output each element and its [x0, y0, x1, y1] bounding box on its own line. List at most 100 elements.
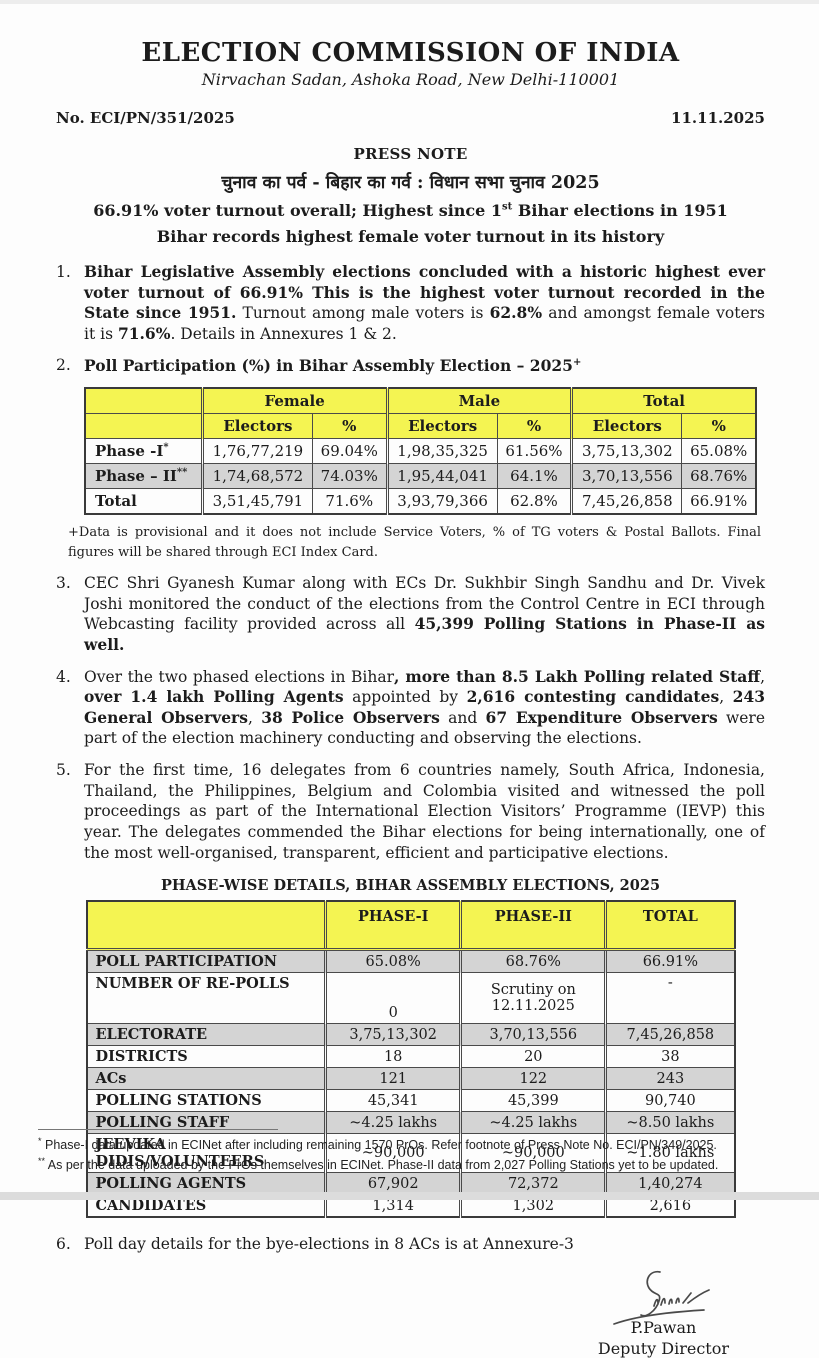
t2-header-total: TOTAL [604, 900, 735, 952]
t1-cell: 66.91% [681, 488, 757, 515]
t1-cell: 7,45,26,858 [570, 488, 683, 515]
t1-header-total: Total [570, 387, 757, 415]
t1-header-female: Female [200, 387, 388, 415]
t2-cell: 65.08% [323, 949, 462, 974]
t2-cell: Scrutiny on 12.11.2025 [459, 972, 607, 1025]
item-1-text: Bihar Legislative Assembly elections con… [84, 262, 766, 343]
t2-corner-cell [86, 900, 326, 952]
t2-cell: 122 [459, 1067, 607, 1091]
headline-female-turnout: Bihar records highest female voter turno… [156, 227, 665, 246]
footnote-1: * Phase-I data updated in ECINet after i… [38, 1136, 717, 1153]
t2-label: POLL PARTICIPATION [86, 949, 326, 974]
t2-cell: ~8.50 lakhs [604, 1111, 735, 1135]
t2-cell: 45,341 [323, 1089, 462, 1113]
table-row: JEEVIKA DIDIS/VOLUNTEERS ~90,000 ~90,000… [86, 1133, 735, 1174]
headline-turnout: 66.91% voter turnout overall; Highest si… [93, 201, 728, 220]
page-bottom-edge [0, 1192, 819, 1200]
signatory-name: P.Pawan [630, 1317, 697, 1337]
reference-row: No. ECI/PN/351/2025 11.11.2025 [56, 109, 765, 127]
t2-cell: 3,70,13,556 [459, 1023, 607, 1047]
t1-cell: 71.6% [312, 488, 388, 515]
t1-row1-label: Phase -I* [84, 438, 203, 465]
table-row: POLLING STATIONS 45,341 45,399 90,740 [86, 1089, 735, 1113]
item-4-text: Over the two phased elections in Bihar, … [84, 666, 766, 748]
t1-subheader-male-electors: Electors [385, 413, 498, 440]
table1-footnote: +Data is provisional and it does not inc… [68, 525, 761, 560]
table-row: DISTRICTS 18 20 38 [86, 1045, 735, 1069]
t1-cell: 3,70,13,556 [570, 463, 683, 490]
t2-cell: 3,75,13,302 [323, 1023, 462, 1047]
footnote-separator [38, 1129, 278, 1131]
t1-cell: 3,75,13,302 [570, 438, 683, 465]
t1-cell: 1,74,68,572 [200, 463, 314, 490]
t2-cell: ~4.25 lakhs [323, 1111, 462, 1135]
t2-cell: 38 [604, 1045, 735, 1069]
t2-cell: 67,902 [323, 1172, 462, 1196]
t1-corner-cell-2 [84, 413, 203, 440]
t1-subheader-female-electors: Electors [200, 413, 314, 440]
item-6-number: 6. [56, 1235, 71, 1254]
t2-label: ELECTORATE [86, 1023, 326, 1047]
poll-participation-table: Female Male Total Electors % Electors % … [84, 387, 757, 516]
item-3: 3. CEC Shri Gyanesh Kumar along with ECs… [56, 573, 765, 655]
t1-subheader-total-electors: Electors [570, 413, 683, 440]
bottom-footnotes: * Phase-I data updated in ECINet after i… [38, 1129, 789, 1174]
item-2-number: 2. [56, 356, 71, 375]
t2-cell: 66.91% [604, 949, 735, 974]
table-row: Phase -I* 1,76,77,219 69.04% 1,98,35,325… [84, 438, 757, 465]
t2-label: NUMBER OF RE-POLLS [86, 972, 326, 1025]
numbered-items: 1. Bihar Legislative Assembly elections … [56, 262, 765, 1255]
phase-table-caption: PHASE-WISE DETAILS, BIHAR ASSEMBLY ELECT… [160, 877, 661, 895]
item-1: 1. Bihar Legislative Assembly elections … [56, 262, 765, 344]
t1-cell: 1,98,35,325 [385, 438, 498, 465]
item-3-text: CEC Shri Gyanesh Kumar along with ECs Dr… [84, 574, 765, 655]
t2-cell: 243 [604, 1067, 735, 1091]
t1-header-male: Male [385, 387, 573, 415]
t2-cell: - [604, 972, 735, 1025]
t1-cell: 1,95,44,041 [385, 463, 498, 490]
table-row: Total 3,51,45,791 71.6% 3,93,79,366 62.8… [84, 488, 757, 515]
t2-cell: 18 [323, 1045, 462, 1069]
press-note-title: PRESS NOTE [353, 145, 468, 163]
t2-label: JEEVIKA DIDIS/VOLUNTEERS [86, 1133, 326, 1174]
reference-number: No. ECI/PN/351/2025 [56, 109, 235, 127]
t1-row2-label: Phase – II** [84, 463, 203, 490]
t2-cell: 1,40,274 [604, 1172, 735, 1196]
t1-cell: 68.76% [681, 463, 757, 490]
t1-cell: 64.1% [496, 463, 573, 490]
t1-cell: 69.04% [312, 438, 388, 465]
t2-label: ACs [86, 1067, 326, 1091]
signatory-title: Deputy Director [597, 1338, 729, 1358]
t1-corner-cell [84, 387, 203, 415]
t1-cell: 62.8% [496, 488, 573, 515]
t2-label: POLLING AGENTS [86, 1172, 326, 1196]
item-6-text: Poll day details for the bye-elections i… [84, 1235, 574, 1254]
table-row: ACs 121 122 243 [86, 1067, 735, 1091]
org-address: Nirvachan Sadan, Ashoka Road, New Delhi-… [201, 70, 620, 89]
item-2-heading: Poll Participation (%) in Bihar Assembly… [84, 355, 582, 375]
t1-subheader-male-pct: % [496, 413, 573, 440]
item-2: 2. Poll Participation (%) in Bihar Assem… [56, 355, 765, 376]
t2-cell: 68.76% [459, 949, 607, 974]
t2-cell: 7,45,26,858 [604, 1023, 735, 1047]
t2-header-phase1: PHASE-I [323, 900, 462, 952]
t1-subheader-total-pct: % [681, 413, 757, 440]
t2-cell: 72,372 [459, 1172, 607, 1196]
t1-cell: 3,93,79,366 [385, 488, 498, 515]
t1-cell: 74.03% [312, 463, 388, 490]
phase-wise-details-table: PHASE-I PHASE-II TOTAL POLL PARTICIPATIO… [85, 900, 736, 1219]
t1-subheader-female-pct: % [312, 413, 388, 440]
item-5: 5. For the first time, 16 delegates from… [56, 760, 765, 863]
t1-cell: 3,51,45,791 [200, 488, 314, 515]
org-title: ELECTION COMMISSION OF INDIA [141, 38, 680, 68]
table-row: POLL PARTICIPATION 65.08% 68.76% 66.91% [86, 949, 735, 974]
t2-cell: 20 [459, 1045, 607, 1069]
document-date: 11.11.2025 [671, 109, 765, 127]
t2-cell: 45,399 [459, 1089, 607, 1113]
footnote-2: ** As per the data uploaded by the PrOs … [38, 1155, 719, 1172]
table-row: Phase – II** 1,74,68,572 74.03% 1,95,44,… [84, 463, 757, 490]
t2-cell: 121 [323, 1067, 462, 1091]
t2-cell: 90,740 [604, 1089, 735, 1113]
table-row: NUMBER OF RE-POLLS 0 Scrutiny on 12.11.20… [86, 972, 735, 1025]
